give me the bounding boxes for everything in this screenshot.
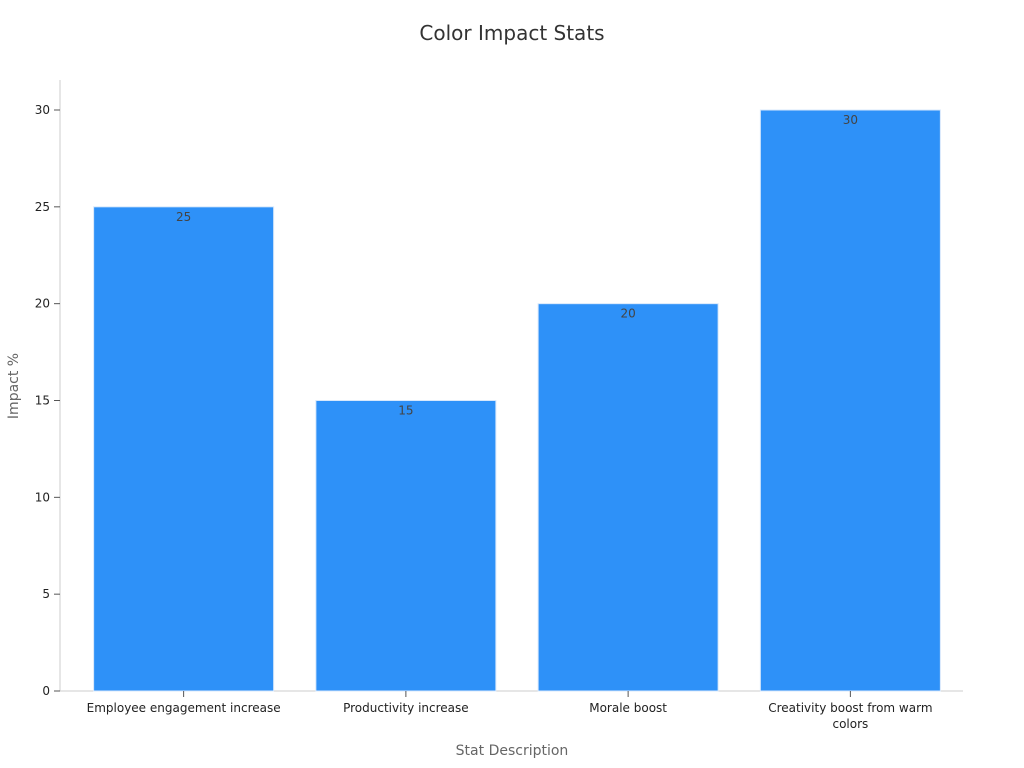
chart-title: Color Impact Stats (419, 21, 604, 45)
y-tick-label: 0 (42, 684, 50, 698)
bar (537, 303, 719, 692)
bars (93, 109, 941, 692)
data-labels: 25 15 20 30 (176, 113, 858, 418)
data-label: 15 (398, 404, 413, 418)
bar (759, 109, 941, 692)
y-tick-label: 15 (35, 394, 50, 408)
x-ticks: Employee engagement increase Productivity… (87, 691, 933, 731)
x-tick-label: Productivity increase (343, 701, 469, 715)
data-label: 20 (620, 307, 635, 321)
x-tick-label: Employee engagement increase (87, 701, 281, 715)
x-axis-title: Stat Description (456, 743, 569, 759)
x-tick-label: Morale boost (589, 701, 667, 715)
y-tick-label: 25 (35, 200, 50, 214)
y-axis-title: Impact % (6, 353, 22, 419)
bar (315, 400, 497, 692)
bar (93, 206, 275, 692)
x-tick-label: Creativity boost from warm (768, 701, 932, 715)
data-label: 30 (843, 113, 858, 127)
y-tick-label: 20 (35, 297, 50, 311)
y-tick-label: 30 (35, 103, 50, 117)
y-tick-label: 5 (42, 587, 50, 601)
data-label: 25 (176, 210, 191, 224)
x-tick-label: colors (832, 717, 868, 731)
y-tick-label: 10 (35, 490, 50, 504)
y-ticks: 0 5 10 15 20 25 30 (35, 103, 60, 698)
